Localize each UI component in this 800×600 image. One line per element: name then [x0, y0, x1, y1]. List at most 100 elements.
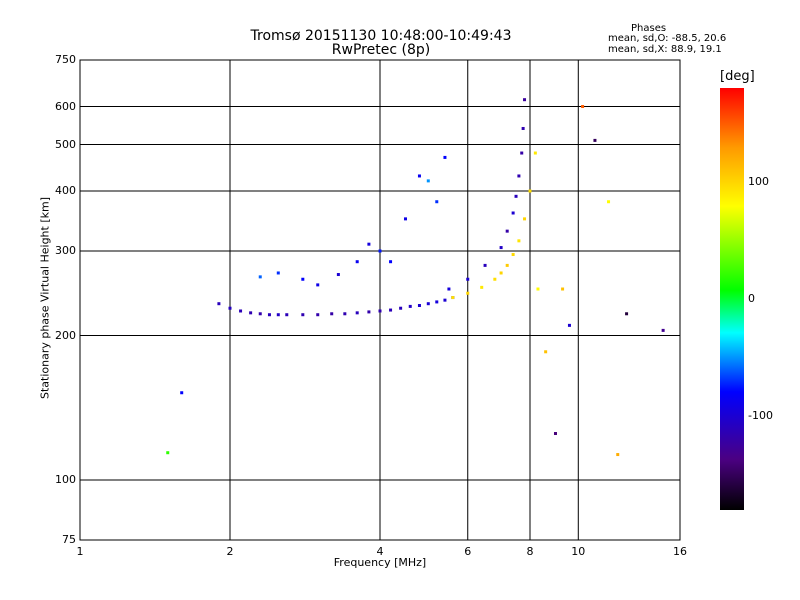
data-point [399, 306, 403, 310]
data-point [316, 283, 320, 287]
data-point [378, 309, 382, 313]
y-tick-label: 500 [55, 137, 76, 151]
data-points [166, 98, 665, 457]
data-point [228, 306, 232, 310]
data-point [517, 239, 521, 243]
colorbar-title: [deg] [720, 69, 755, 84]
data-point [276, 313, 280, 317]
data-point [217, 302, 221, 306]
data-point [367, 242, 371, 246]
data-point [285, 313, 289, 317]
data-point [511, 211, 515, 215]
data-point [276, 271, 280, 275]
grid-lines [79, 59, 681, 541]
data-point [239, 309, 243, 313]
phases-label: Phases [631, 23, 667, 34]
data-point [520, 151, 524, 155]
y-axis-label: Stationary phase Virtual Height [km] [38, 196, 52, 400]
data-point [249, 311, 253, 315]
x-axis-label: Frequency [MHz] [333, 556, 427, 569]
x-tick-label: 2 [226, 545, 234, 558]
data-point [567, 323, 571, 327]
colorbar-tick-label: -100 [748, 409, 773, 423]
data-point [466, 291, 470, 295]
data-point [355, 260, 359, 264]
data-point [443, 298, 447, 302]
data-point [625, 312, 629, 316]
data-point [330, 312, 334, 316]
x-tick-label: 10 [571, 545, 586, 558]
data-point [661, 328, 665, 332]
data-point [593, 138, 597, 142]
data-point [499, 246, 503, 250]
data-point [443, 155, 447, 159]
y-tick-label: 750 [55, 53, 76, 66]
data-point [447, 287, 451, 291]
colorbar-tick-label: 0 [748, 292, 755, 305]
data-point [499, 271, 503, 275]
y-tick-label: 300 [55, 244, 76, 257]
data-point [511, 253, 515, 257]
x-tick-label: 8 [526, 545, 534, 558]
phase-stats-o: mean, sd,O: -88.5, 20.6 [608, 33, 727, 44]
data-point [533, 151, 537, 155]
data-point [581, 105, 585, 109]
data-point [180, 391, 184, 395]
chart-subtitle: RwPretec (8p) [331, 42, 431, 58]
y-tick-label: 600 [55, 99, 76, 113]
y-tick-label: 100 [55, 473, 76, 487]
phase-stats-x: mean, sd,X: 88.9, 19.1 [608, 44, 722, 55]
data-point [389, 260, 393, 264]
data-point [166, 451, 170, 455]
colorbar [720, 88, 744, 510]
data-point [367, 310, 371, 314]
chart-title: Tromsø 20151130 10:48:00-10:49:43 [250, 28, 512, 44]
data-point [561, 287, 565, 291]
data-point [435, 200, 439, 204]
plot-frame [79, 59, 681, 541]
data-point [426, 179, 430, 183]
data-point [528, 189, 532, 193]
data-point [553, 432, 557, 436]
data-point [408, 304, 412, 308]
data-point [466, 277, 470, 281]
x-tick-label: 16 [673, 545, 687, 558]
data-point [616, 453, 620, 457]
data-point [483, 263, 487, 267]
data-point [417, 174, 421, 178]
data-point [301, 277, 305, 281]
x-tick-label: 4 [376, 545, 384, 558]
data-point [514, 194, 518, 198]
x-tick-label: 6 [464, 545, 472, 558]
data-point [258, 275, 262, 279]
x-tick-label: 1 [76, 545, 84, 558]
data-point [403, 217, 407, 221]
y-tick-label: 75 [62, 533, 76, 546]
data-point [505, 263, 509, 267]
data-point [389, 308, 393, 312]
data-point [607, 200, 611, 204]
data-point [544, 350, 548, 354]
colorbar-tick-label: 100 [748, 174, 769, 188]
data-point [343, 312, 347, 316]
data-point [505, 229, 509, 233]
data-point [523, 217, 527, 221]
data-point [355, 311, 359, 315]
data-point [493, 277, 497, 281]
data-point [451, 296, 455, 300]
data-point [417, 303, 421, 307]
y-tick-label: 200 [55, 328, 76, 342]
data-point [523, 98, 527, 102]
data-point [480, 285, 484, 289]
data-point [435, 300, 439, 304]
data-point [517, 174, 521, 178]
data-point [336, 273, 340, 277]
y-tick-label: 400 [55, 184, 76, 198]
data-point [301, 313, 305, 317]
data-point [267, 313, 271, 317]
data-point [258, 312, 262, 316]
data-point [378, 249, 382, 253]
data-point [521, 126, 525, 130]
data-point [426, 302, 430, 306]
